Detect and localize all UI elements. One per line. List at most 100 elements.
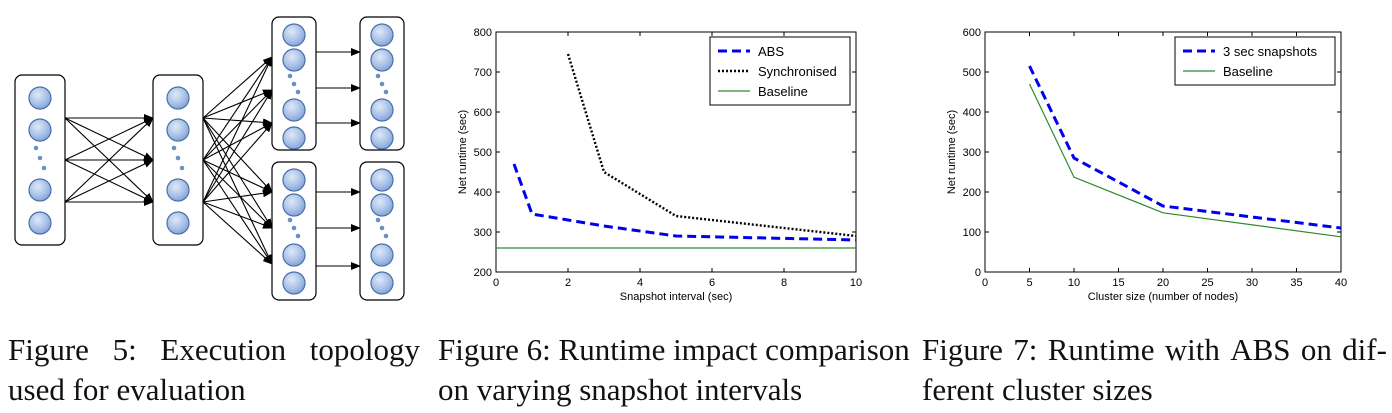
ellipsis-dot <box>295 89 301 95</box>
figure5-caption-line2: used for evaluation <box>8 372 246 407</box>
y-tick-label: 700 <box>474 67 492 79</box>
x-tick-label: 15 <box>1112 277 1124 289</box>
edge-arrow <box>202 159 273 193</box>
ellipsis-dot <box>41 165 47 171</box>
series-line <box>1028 65 1342 230</box>
task-node <box>166 211 190 235</box>
caption-word: topology <box>309 332 420 367</box>
task-node <box>166 118 190 142</box>
task-node <box>166 86 190 110</box>
edge-arrow <box>202 89 273 203</box>
x-tick-label: 4 <box>637 277 643 289</box>
y-axis-label: Net runtime (sec) <box>946 110 958 194</box>
topology-operators <box>14 16 405 301</box>
series-line <box>1028 83 1342 238</box>
y-tick-label: 600 <box>963 27 981 39</box>
ellipsis-dot <box>171 145 177 151</box>
task-node <box>282 271 306 295</box>
legend-label: Baseline <box>1223 64 1273 79</box>
figure5-caption-line1: Figure 5: Execution topology <box>8 330 420 370</box>
legend-box <box>709 36 851 106</box>
task-node <box>370 168 394 192</box>
task-node <box>370 126 394 150</box>
figure5-topology-diagram <box>14 16 405 301</box>
ellipsis-dot <box>291 225 297 231</box>
x-tick-label: 25 <box>1201 277 1213 289</box>
task-node <box>370 193 394 217</box>
x-tick-label: 20 <box>1157 277 1169 289</box>
figure5-caption: Figure 5: Execution topology used for ev… <box>8 330 420 410</box>
edge-arrow <box>202 122 273 161</box>
x-tick-label: 35 <box>1290 277 1302 289</box>
task-node <box>282 193 306 217</box>
caption-word: Execution <box>160 332 287 367</box>
ellipsis-dot <box>379 81 385 87</box>
legend-label: Synchronised <box>758 64 837 79</box>
task-node <box>166 178 190 202</box>
task-node <box>28 86 52 110</box>
y-tick-label: 400 <box>474 187 492 199</box>
ellipsis-dot <box>383 89 389 95</box>
edge-arrow <box>202 189 273 203</box>
figure7-line-chart: 0 5 10 15 20 25 30 35 400100200300400500600Clust… <box>946 27 1347 303</box>
ellipsis-dot <box>383 233 389 239</box>
edge-arrow <box>64 117 154 203</box>
task-node <box>370 98 394 122</box>
y-tick-label: 500 <box>963 67 981 79</box>
figure6-line-chart: 0 2 4 6 8 10 200 300 400 500 600 700 800 Snapshot int… <box>457 27 862 303</box>
x-axis-label: Cluster size (number of nodes) <box>1088 291 1238 303</box>
ellipsis-dot <box>375 73 381 79</box>
edge-arrow <box>202 117 273 229</box>
ellipsis-dot <box>33 145 39 151</box>
edge-arrow <box>202 89 273 161</box>
x-tick-label: 8 <box>781 277 787 289</box>
task-node <box>282 126 306 150</box>
edge-arrow <box>202 159 273 229</box>
topology-edges <box>64 48 361 270</box>
legend-box <box>1174 36 1336 86</box>
x-tick-label: 2 <box>565 277 571 289</box>
ellipsis-dot <box>287 217 293 223</box>
edge-arrow <box>202 117 273 127</box>
ellipsis-dot <box>291 81 297 87</box>
ellipsis-dot <box>375 217 381 223</box>
ellipsis-dot <box>179 165 185 171</box>
y-axis-label: Net runtime (sec) <box>457 110 469 194</box>
x-tick-label: 6 <box>709 277 715 289</box>
task-node <box>28 118 52 142</box>
figure6-caption-line2: on varying snapshot intervals <box>438 372 803 407</box>
y-tick-label: 300 <box>963 147 981 159</box>
task-node <box>370 271 394 295</box>
ellipsis-dot <box>379 225 385 231</box>
x-tick-label: 0 <box>982 277 988 289</box>
figure7-caption-line1: Figure 7: Runtime with ABS on dif- <box>922 330 1387 370</box>
y-tick-label: 400 <box>963 107 981 119</box>
y-tick-label: 0 <box>975 267 981 279</box>
task-node <box>282 98 306 122</box>
task-node <box>282 168 306 192</box>
legend-label: Baseline <box>758 84 808 99</box>
task-node <box>282 23 306 47</box>
topology-nodes <box>28 23 394 295</box>
edge-arrow <box>202 117 273 193</box>
task-node <box>28 211 52 235</box>
task-node <box>282 48 306 72</box>
caption-word: Figure <box>8 332 89 367</box>
edge-arrow <box>64 117 154 161</box>
edge-arrow <box>202 56 273 203</box>
task-node <box>370 23 394 47</box>
x-tick-label: 0 <box>493 277 499 289</box>
y-tick-label: 600 <box>474 107 492 119</box>
legend-label: 3 sec snapshots <box>1223 44 1317 59</box>
figure7-caption-line2: ferent cluster sizes <box>922 372 1153 407</box>
edge-arrow <box>202 117 273 265</box>
caption-word: 7: <box>1013 332 1038 367</box>
caption-word: Figure <box>922 332 1003 367</box>
task-node <box>370 243 394 267</box>
figure6-caption: Figure 6: Runtime impact comparison on v… <box>438 330 910 410</box>
caption-word: ABS <box>1230 332 1291 367</box>
x-tick-label: 5 <box>1026 277 1032 289</box>
ellipsis-dot <box>37 155 43 161</box>
x-tick-label: 10 <box>850 277 862 289</box>
series-line <box>512 163 857 242</box>
